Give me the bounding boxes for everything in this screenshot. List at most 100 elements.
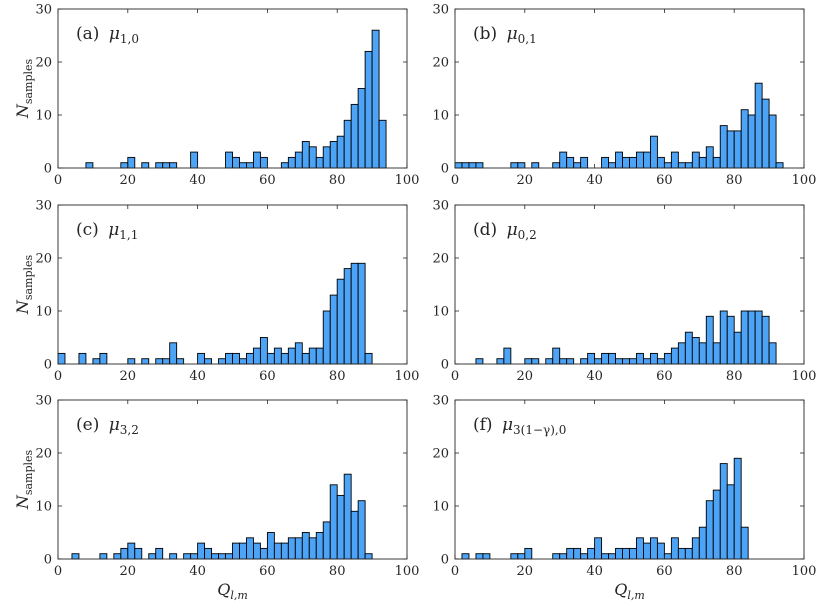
histogram-bar [127,156,136,169]
histogram-bar [636,151,644,169]
x-axis-title-main: Q [614,580,627,599]
histogram-bar [531,358,540,365]
x-tick-label: 80 [726,564,743,579]
x-tick-label: 0 [451,369,459,384]
histogram-bar [740,310,749,365]
histogram-bar [510,553,519,560]
histogram-bar [169,342,178,365]
y-tick-label: 30 [432,199,449,214]
histogram-bar [691,151,700,169]
y-tick-label: 0 [441,162,449,177]
panel-d: 0 20 40 60 80 100 0 10 20 30 (d) μ0,2 [432,199,816,385]
histogram-bar [246,352,254,365]
panel-e: 0 20 40 60 80 100 0 10 20 30 (e) μ3,2 Nsamples Ql,m [13,394,419,602]
histogram-bar [315,532,324,560]
histogram-bar [475,553,484,560]
histogram-bar [475,162,484,169]
histogram-bar [656,358,665,365]
histogram-bar [580,156,589,169]
histogram-bar [350,262,359,365]
histogram-bar [259,547,268,560]
histogram-bar [559,151,568,169]
histogram-bar [239,542,247,560]
panel-label: (b) μ0,1 [473,24,537,46]
histogram-bar [155,358,164,365]
histogram-bar [204,358,213,365]
histogram-bar [552,553,561,560]
panel-label-prefix: (c) [76,220,104,240]
x-axis-title-subscript: l,m [230,589,247,602]
y-tick-label: 20 [432,56,449,71]
histogram-bar [705,500,714,560]
histogram-bar [343,473,352,560]
histogram-bar [246,162,254,169]
panel-a: 0 20 40 60 80 100 0 10 20 30 (a) μ1,0 Nsamples [13,3,419,189]
histogram-bar [197,542,206,560]
y-tick-label: 30 [432,394,449,409]
histogram-bar [761,98,770,169]
histogram-bar [239,358,247,365]
histogram-bar [712,342,721,365]
histogram-bar [329,141,338,169]
y-tick-label: 10 [432,109,449,124]
histogram-bar [636,352,644,365]
histogram-bar [684,162,693,169]
panel-label: (a) μ1,0 [76,24,139,46]
histogram-bar [252,151,261,169]
x-axis-title-subscript: l,m [627,589,644,602]
y-axis-title-subscript: samples [22,254,35,300]
histogram-bar [768,342,777,365]
histogram-bar [280,542,289,560]
histogram-bar [663,553,672,560]
histogram-bar [768,114,777,169]
histogram-bar [71,553,80,560]
panel-label-symbol: μ [507,220,518,240]
histogram-bar [698,342,707,365]
histogram-bar [322,310,331,365]
y-tick-label: 20 [35,447,52,462]
histogram-bar [322,146,331,169]
x-tick-label: 20 [120,564,137,579]
histogram-bar [677,162,686,169]
histogram-bar [336,135,345,169]
x-tick-label: 20 [120,369,137,384]
histogram-bar [524,547,533,560]
histogram-bar [670,347,679,365]
histogram-bar [545,358,554,365]
histogram-bar [615,151,623,169]
panel-label-subscript: 0,2 [518,228,537,242]
y-axis-title-subscript: samples [22,58,35,104]
y-axis-title-main: N [13,494,32,510]
x-tick-label: 40 [586,369,603,384]
histogram-bar [747,114,756,169]
histogram-bar [266,352,275,365]
axes-box [454,399,805,560]
x-tick-label: 0 [451,173,459,188]
panel-c: 0 20 40 60 80 100 0 10 20 30 (c) μ1,1 Nsamples [13,199,419,385]
histogram-bar [719,463,728,560]
histogram-bar [747,310,756,365]
x-tick-label: 100 [792,564,817,579]
histogram-bar [517,553,526,560]
histogram-bar [587,547,596,560]
histogram-bar [78,352,87,365]
histogram-bar [649,537,658,560]
histogram-bar [573,547,582,560]
histogram-bar [301,352,310,365]
histogram-bar [454,162,463,169]
histogram-bar [162,358,171,365]
panel-label-subscript: 1,0 [120,32,139,46]
histogram-bar [684,331,693,365]
histogram-bar [259,156,268,169]
panel-label-subscript: 1,1 [119,228,138,242]
histogram-bar [239,162,247,169]
x-tick-label: 0 [54,173,62,188]
histogram-bar [204,547,213,560]
histogram-bar [322,521,331,560]
histogram-bar [615,358,623,365]
histogram-bar [176,358,185,365]
histogram-bar [301,532,310,560]
histogram-bar [287,347,296,365]
y-tick-label: 30 [35,394,52,409]
